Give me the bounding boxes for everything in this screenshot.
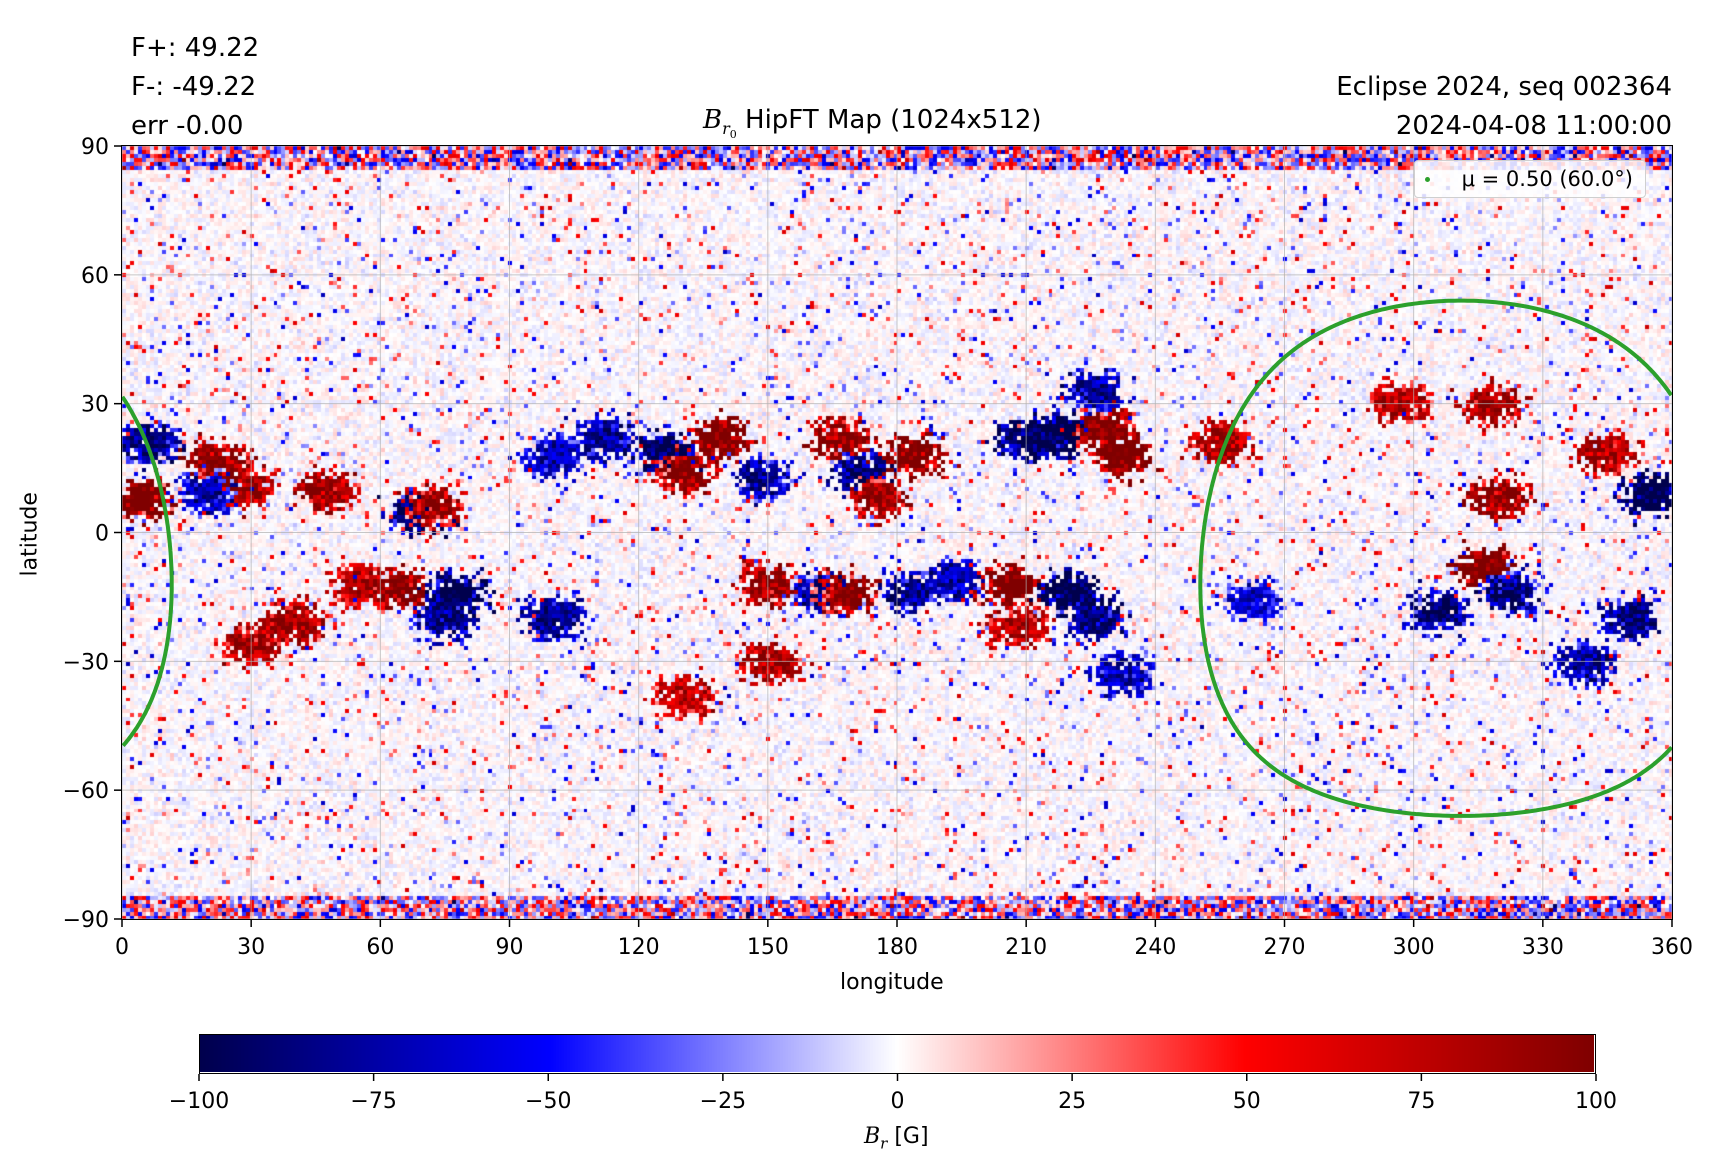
colorbar — [199, 1034, 1596, 1074]
title-main: HipFT Map (1024x512) — [745, 105, 1042, 135]
y-tick-label: 90 — [81, 135, 109, 160]
colorbar-tick-label: 75 — [1407, 1089, 1435, 1114]
colorbar-label: Br [G] — [864, 1124, 929, 1156]
y-tick-label: 0 — [95, 522, 109, 547]
x-tick-label: 150 — [747, 935, 789, 960]
x-tick-label: 180 — [876, 935, 918, 960]
y-tick-label: −90 — [63, 908, 109, 933]
plot-overlay — [122, 146, 1672, 919]
colorbar-gradient — [200, 1035, 1594, 1072]
colorbar-tick-label: −100 — [169, 1089, 229, 1114]
y-tick-label: 60 — [81, 264, 109, 289]
x-tick-label: 300 — [1393, 935, 1435, 960]
y-tick-label: −60 — [63, 779, 109, 804]
chart-title: Br0 HipFT Map (1024x512) — [703, 105, 1042, 150]
colorbar-tick-label: −75 — [350, 1089, 396, 1114]
title-subsubscript: 0 — [729, 128, 737, 142]
mu-contour-line — [1198, 298, 1672, 818]
x-tick-label: 60 — [366, 935, 394, 960]
x-tick-label: 90 — [496, 935, 524, 960]
title-subscript: r — [722, 119, 730, 139]
y-axis-label: latitude — [17, 492, 43, 577]
legend-marker — [1424, 176, 1430, 182]
x-tick-label: 240 — [1134, 935, 1176, 960]
legend-label: μ = 0.50 (60.0°) — [1461, 167, 1633, 191]
x-axis-label: longitude — [840, 970, 944, 995]
title-symbol: B — [703, 105, 723, 135]
x-tick-label: 0 — [115, 935, 129, 960]
x-tick-label: 360 — [1651, 935, 1693, 960]
info-datetime: 2024-04-08 11:00:00 — [1395, 111, 1672, 141]
y-tick-label: 30 — [81, 393, 109, 418]
x-tick-label: 270 — [1264, 935, 1306, 960]
mu-contour-line — [122, 395, 174, 748]
info-sequence: Eclipse 2024, seq 002364 — [1336, 72, 1672, 102]
x-tick-label: 210 — [1005, 935, 1047, 960]
x-tick-label: 330 — [1522, 935, 1564, 960]
stat-flux-positive: F+: 49.22 — [131, 33, 260, 63]
x-tick-label: 30 — [237, 935, 265, 960]
stat-flux-negative: F-: -49.22 — [131, 72, 257, 102]
x-tick-label: 120 — [618, 935, 660, 960]
colorbar-tick-label: 25 — [1058, 1089, 1086, 1114]
colorbar-tick-label: 50 — [1233, 1089, 1261, 1114]
colorbar-tick-label: −25 — [700, 1089, 746, 1114]
colorbar-tick-label: 0 — [891, 1089, 905, 1114]
legend: μ = 0.50 (60.0°) — [1413, 160, 1646, 198]
stat-error: err -0.00 — [131, 111, 244, 141]
mu-contour-line — [1461, 298, 1672, 397]
y-tick-label: −30 — [63, 650, 109, 675]
colorbar-tick-label: −50 — [525, 1089, 571, 1114]
plot-area: μ = 0.50 (60.0°) — [121, 145, 1673, 920]
colorbar-unit: [G] — [894, 1124, 929, 1149]
colorbar-symbol: B — [864, 1124, 881, 1149]
colorbar-tick-label: 100 — [1575, 1089, 1617, 1114]
colorbar-subscript: r — [880, 1134, 888, 1153]
